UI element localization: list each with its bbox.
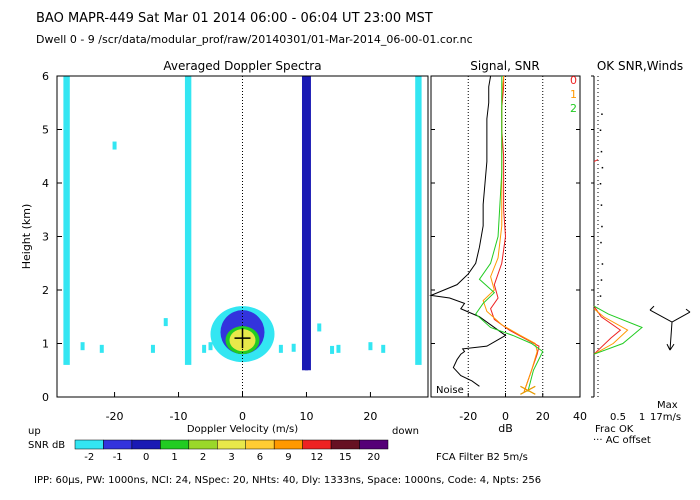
- spectra-down-label: down: [392, 426, 419, 437]
- colorbar-cell-0: [74, 439, 104, 450]
- colorbar-level-label: 15: [339, 452, 352, 463]
- winds-legend-2: 2: [570, 102, 577, 115]
- winds-dot-7: [600, 241, 602, 244]
- spectra-xtick-label: 20: [363, 410, 377, 423]
- wind-vector: [649, 305, 691, 351]
- winds-red-tick: [593, 159, 599, 163]
- spectra-up-label: up: [28, 426, 41, 437]
- colorbar-level-label: 12: [310, 452, 323, 463]
- footer-parameters: IPP: 60µs, PW: 1000ns, NCI: 24, NSpec: 2…: [34, 475, 542, 486]
- colorbar-cell-3: [160, 439, 190, 450]
- snr-marker-x: [520, 385, 536, 395]
- colorbar-cell-4: [188, 439, 218, 450]
- spectra-speckle-6: [336, 344, 341, 353]
- frac-ok-series-1: [593, 308, 629, 355]
- snr-series-2: [482, 75, 538, 392]
- spectra-ylabel: Height (km): [20, 204, 33, 270]
- colorbar-cell-5: [217, 439, 246, 450]
- spectra-ytick-label: 3: [42, 231, 49, 244]
- winds-dot-3: [601, 166, 604, 169]
- winds-dot-6: [601, 225, 603, 228]
- spectra-speckle-10: [112, 141, 117, 150]
- spectra-speckle-5: [291, 343, 296, 352]
- colorbar-cell-10: [359, 439, 389, 450]
- spectra-xtick-label: 0: [239, 410, 246, 423]
- winds-dot-9: [600, 279, 603, 281]
- spectra-speckle-0: [99, 344, 104, 353]
- snr-title: Signal, SNR: [470, 59, 539, 73]
- frac-xlabel: Frac OK: [595, 424, 634, 435]
- spectra-speckle-7: [368, 342, 373, 351]
- winds-dot-8: [601, 263, 604, 265]
- snr-xtick-label: 40: [573, 410, 587, 423]
- colorbar-level-label: 3: [228, 452, 234, 463]
- colorbar-level-label: 1: [171, 452, 177, 463]
- snr-xtick-label: 0: [502, 410, 509, 423]
- spectra-band-0: [63, 76, 70, 365]
- spectra-ytick-label: 4: [42, 177, 49, 190]
- spectra-speckle-3: [208, 342, 213, 351]
- header-dwell-path: Dwell 0 - 9 /scr/data/modular_prof/raw/2…: [36, 33, 473, 46]
- spectra-xtick-label: 10: [299, 410, 313, 423]
- spectra-speckle-13: [381, 344, 386, 353]
- colorbar-level-label: 9: [285, 452, 291, 463]
- colorbar-level-label: 2: [200, 452, 206, 463]
- winds-legend-0: 0: [570, 74, 577, 87]
- winds-dot-2: [600, 150, 603, 153]
- spectra-xlabel: Doppler Velocity (m/s): [187, 424, 298, 435]
- snr-xtick-label: 20: [536, 410, 550, 423]
- spectra-title: Averaged Doppler Spectra: [163, 59, 321, 73]
- spectra-band-3: [415, 76, 422, 365]
- winds-dot-1: [599, 129, 602, 131]
- winds-dot-0: [601, 113, 603, 115]
- snr-xlabel: dB: [498, 422, 513, 435]
- winds-dot-5: [600, 204, 603, 206]
- spectra-speckle-1: [80, 342, 85, 351]
- colorbar-label: SNR dB: [28, 440, 65, 451]
- frac-xtick-label: 0.5: [610, 412, 626, 423]
- wind-max-value: 17m/s: [650, 412, 681, 423]
- header-title: BAO MAPR-449 Sat Mar 01 2014 06:00 - 06:…: [36, 11, 433, 26]
- colorbar-level-label: -2: [84, 452, 94, 463]
- spectra-ytick-label: 6: [42, 70, 49, 83]
- colorbar-cell-8: [302, 439, 332, 450]
- spectra-speckle-2: [202, 344, 207, 353]
- spectra-ytick-label: 5: [42, 124, 49, 137]
- snr-xtick-label: -20: [459, 410, 477, 423]
- colorbar-level-label: 20: [367, 452, 380, 463]
- spectra-ytick-label: 0: [42, 391, 49, 404]
- winds-dot-10: [599, 295, 602, 297]
- spectra-ytick-label: 1: [42, 338, 49, 351]
- colorbar-cell-2: [131, 439, 161, 450]
- snr-series-3: [475, 76, 544, 392]
- colorbar-level-label: 0: [143, 452, 149, 463]
- spectra-band-core: [304, 76, 308, 371]
- winds-title: OK SNR,Winds: [597, 59, 683, 73]
- colorbar-cell-6: [245, 439, 275, 450]
- spectra-band-1: [184, 76, 192, 365]
- spectra-xtick-label: -20: [106, 410, 124, 423]
- frac-ok-series-2: [593, 305, 643, 355]
- colorbar-cell-9: [330, 439, 360, 450]
- spectra-speckle-9: [330, 345, 335, 354]
- winds-dot-4: [599, 183, 602, 185]
- spectra-speckle-8: [150, 344, 155, 353]
- spectra-xtick-label: -10: [170, 410, 188, 423]
- spectra-speckle-12: [317, 323, 322, 332]
- spectra-speckle-4: [278, 344, 283, 353]
- colorbar-cell-1: [103, 439, 133, 450]
- spectra-speckle-11: [163, 318, 168, 327]
- winds-legend-1: 1: [570, 88, 577, 101]
- snr-series-0: [429, 75, 507, 387]
- colorbar-level-label: 6: [257, 452, 263, 463]
- colorbar-level-label: -1: [113, 452, 123, 463]
- ac-offset-label: ··· AC offset: [593, 435, 651, 446]
- colorbar-cell-7: [273, 439, 303, 450]
- wind-max-label: Max: [657, 400, 678, 411]
- filter-label: FCA Filter B2 5m/s: [436, 452, 528, 463]
- frac-xtick-label: 1: [639, 412, 645, 423]
- snr-noise-label: Noise: [436, 385, 464, 396]
- spectra-ytick-label: 2: [42, 284, 49, 297]
